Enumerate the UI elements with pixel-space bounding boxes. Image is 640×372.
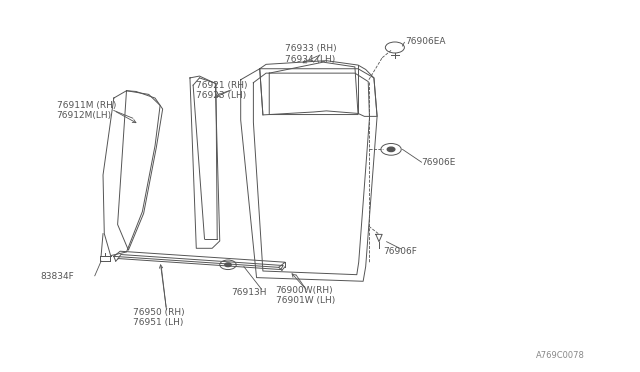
Text: 76906EA: 76906EA bbox=[406, 37, 446, 46]
Text: 76913H: 76913H bbox=[231, 288, 267, 297]
Text: A769C0078: A769C0078 bbox=[536, 351, 584, 360]
Circle shape bbox=[225, 263, 231, 267]
Text: 76933 (RH): 76933 (RH) bbox=[285, 44, 337, 53]
Text: 76934 (LH): 76934 (LH) bbox=[285, 55, 335, 64]
Text: 76951 (LH): 76951 (LH) bbox=[133, 318, 183, 327]
Text: 76950 (RH): 76950 (RH) bbox=[133, 308, 184, 317]
Circle shape bbox=[387, 147, 395, 151]
Text: 76900W(RH): 76900W(RH) bbox=[276, 286, 333, 295]
Text: 76912M(LH): 76912M(LH) bbox=[57, 111, 112, 120]
Text: 76906E: 76906E bbox=[422, 158, 456, 167]
Text: 76911M (RH): 76911M (RH) bbox=[57, 101, 116, 110]
Text: 76923 (LH): 76923 (LH) bbox=[196, 91, 246, 100]
Text: 83834F: 83834F bbox=[41, 272, 75, 281]
Text: 76901W (LH): 76901W (LH) bbox=[276, 296, 335, 305]
Text: 76921 (RH): 76921 (RH) bbox=[196, 81, 248, 90]
Text: 76906F: 76906F bbox=[383, 247, 417, 256]
